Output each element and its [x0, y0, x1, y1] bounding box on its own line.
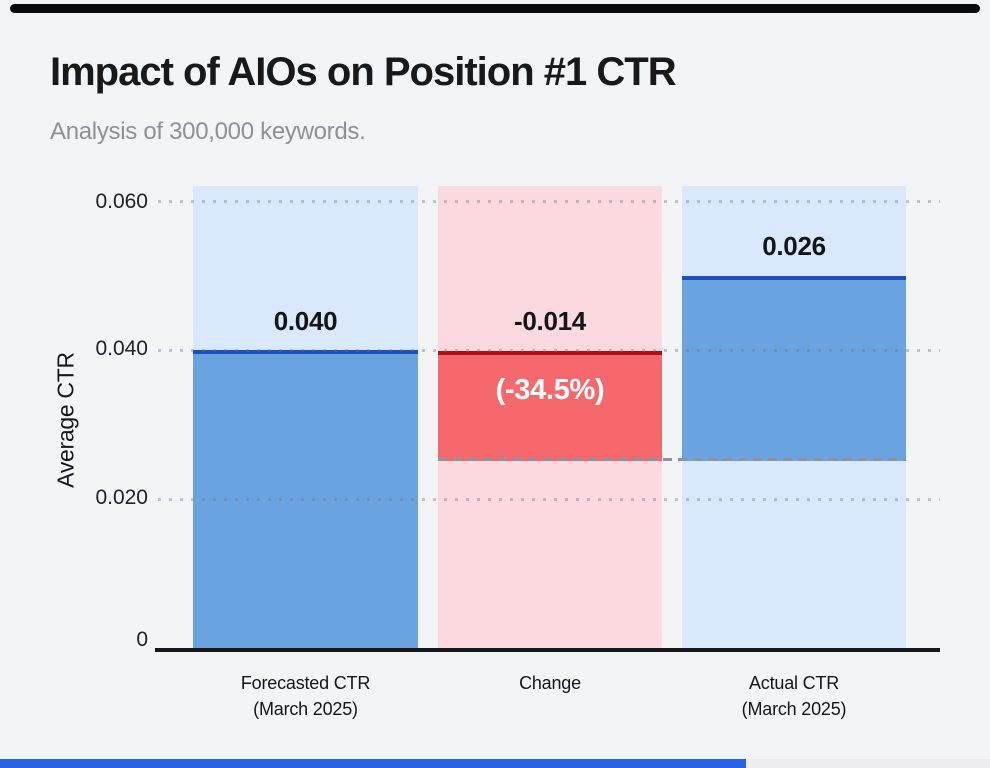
- category-label-actual: Actual CTR (March 2025): [682, 670, 906, 722]
- gridline-0060: [158, 200, 940, 203]
- gridline-0040: [158, 349, 940, 352]
- y-tick-0: 0: [136, 628, 148, 651]
- value-label-actual: 0.026: [762, 231, 826, 261]
- gridline-0020: [158, 498, 940, 501]
- chart-title: Impact of AIOs on Position #1 CTR: [50, 50, 677, 94]
- y-tick-0040: 0.040: [95, 337, 148, 360]
- y-axis-title: Average CTR: [52, 352, 79, 488]
- category-label-change-line1: Change: [519, 673, 581, 693]
- percent-change-label: (-34.5%): [495, 374, 605, 406]
- category-label-forecast: Forecasted CTR (March 2025): [193, 670, 418, 722]
- bar-change: [438, 351, 662, 461]
- category-label-actual-line1: Actual CTR: [748, 673, 840, 693]
- category-label-actual-line2: (March 2025): [741, 699, 847, 719]
- chart-subtitle: Analysis of 300,000 keywords.: [50, 118, 366, 145]
- category-label-change: Change: [438, 670, 662, 696]
- value-label-change: -0.014: [514, 306, 586, 336]
- y-tick-0020: 0.020: [95, 486, 148, 509]
- top-handle-bar: [10, 4, 980, 13]
- value-label-forecast: 0.040: [273, 306, 338, 336]
- category-label-forecast-line2: (March 2025): [253, 699, 358, 719]
- category-label-forecast-line1: Forecasted CTR: [240, 673, 371, 693]
- reference-dashed-line: [438, 458, 906, 461]
- progress-bar[interactable]: [0, 759, 746, 768]
- bar-actual-ctr: [682, 276, 906, 461]
- bar-forecast-ctr: [193, 350, 418, 648]
- x-axis-line: [155, 648, 940, 652]
- y-tick-0060: 0.060: [95, 190, 148, 213]
